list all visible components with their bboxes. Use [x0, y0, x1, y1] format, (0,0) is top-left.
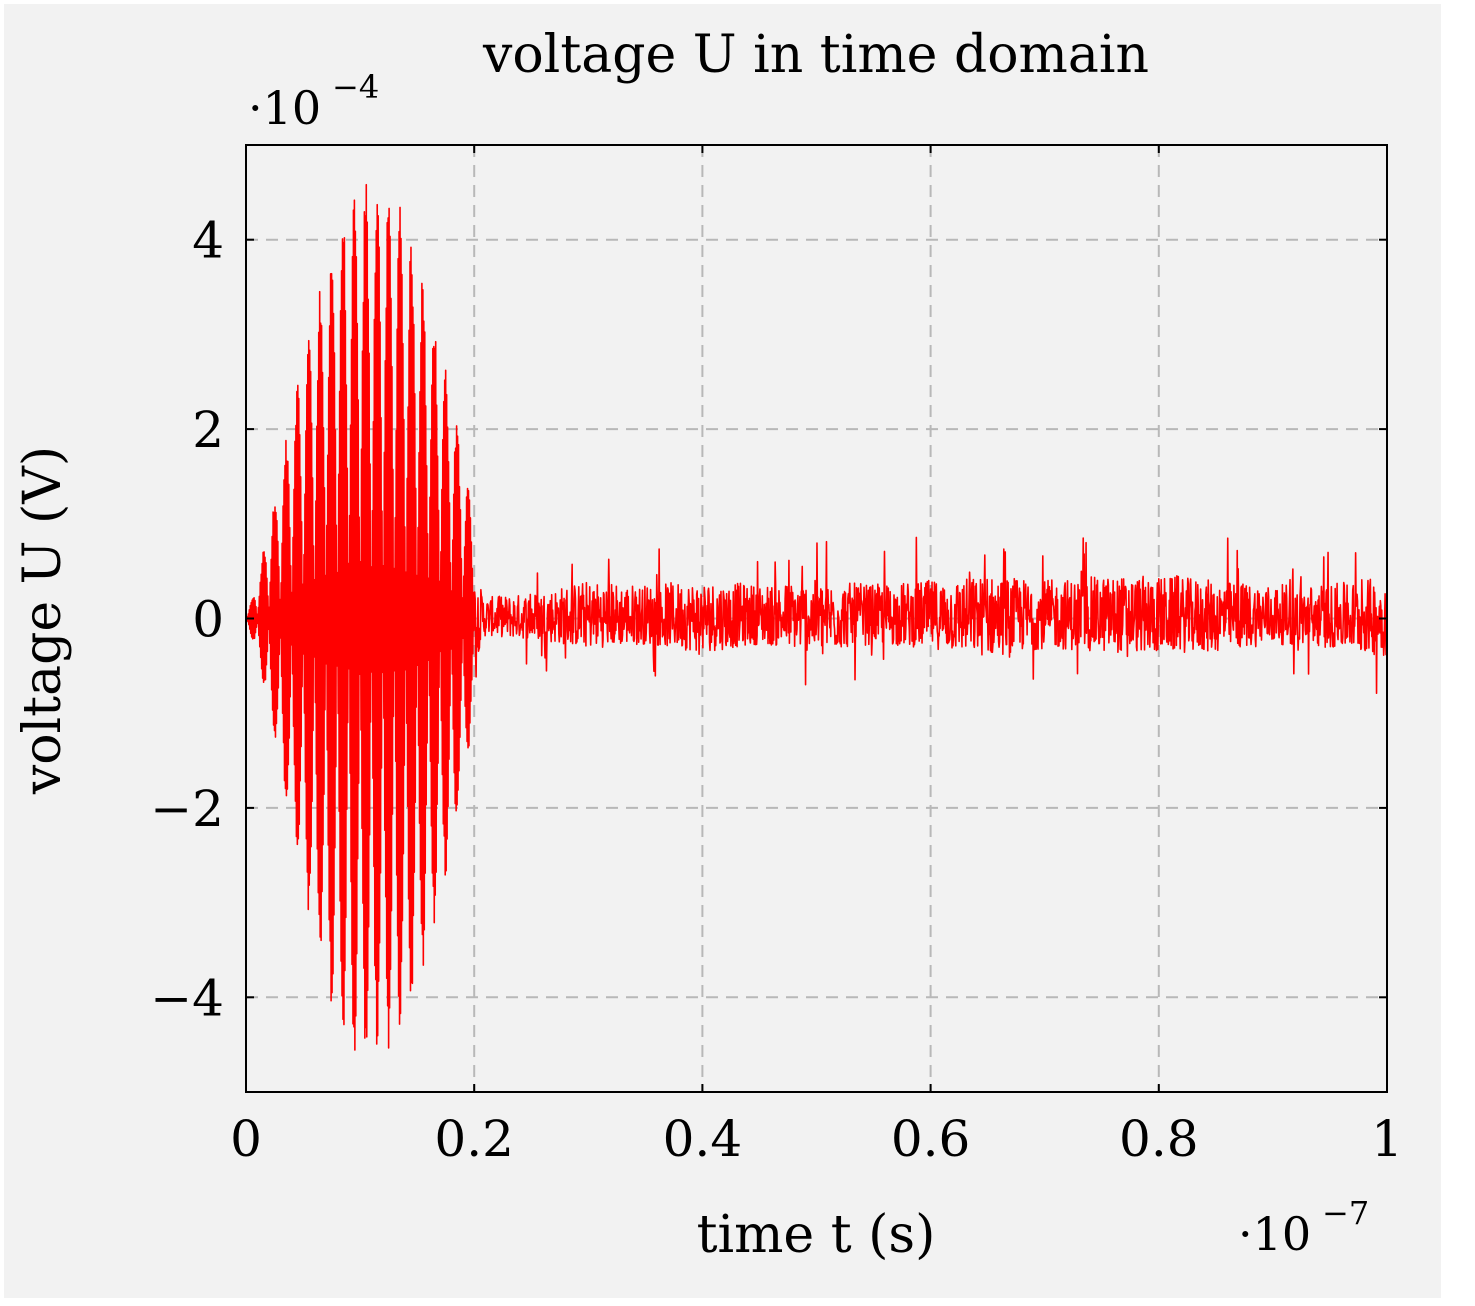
tick-marks — [245, 145, 1388, 1092]
x-tick-label: 1 — [1371, 1110, 1403, 1168]
chart-title: voltage U in time domain — [482, 25, 1149, 85]
x-tick-label: 0.6 — [891, 1110, 971, 1168]
x-scale-exponent: −7 — [1322, 1194, 1369, 1232]
x-scale-base: ·10 — [1238, 1207, 1311, 1261]
x-tick-label: 0 — [230, 1110, 262, 1168]
y-scale-exponent: −4 — [332, 68, 379, 106]
y-axis-label: voltage U (V) — [13, 446, 73, 795]
x-tick-label: 0.8 — [1119, 1110, 1199, 1168]
tick-labels: 0 0.2 0.4 0.6 0.8 1 −4 −2 0 2 4 — [150, 212, 1403, 1168]
series-layer — [245, 183, 1388, 1051]
x-tick-label: 0.4 — [663, 1110, 743, 1168]
y-tick-label: 0 — [192, 591, 224, 649]
x-tick-label: 0.2 — [434, 1110, 514, 1168]
figure-background — [4, 4, 1441, 1298]
y-scale-base: ·10 — [248, 81, 321, 135]
y-tick-label: −2 — [150, 780, 224, 838]
y-tick-label: 2 — [192, 401, 224, 459]
voltage-series-line — [245, 183, 1388, 1051]
x-axis-label: time t (s) — [697, 1205, 936, 1265]
y-tick-label: 4 — [192, 212, 224, 270]
y-tick-label: −4 — [150, 969, 224, 1027]
